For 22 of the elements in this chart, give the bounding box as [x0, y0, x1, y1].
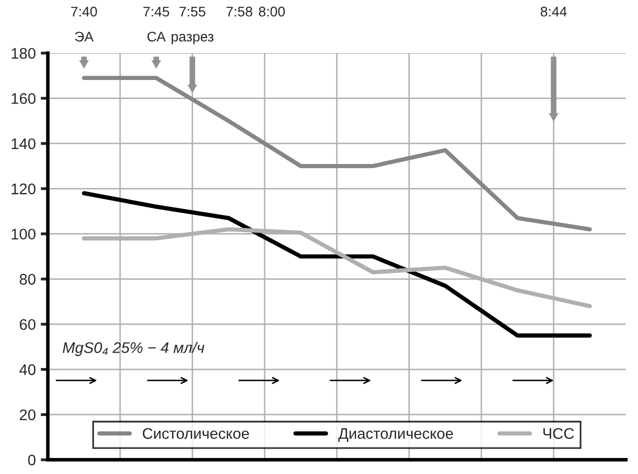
y-tick-label: 100 — [12, 228, 36, 240]
y-tick-label: 140 — [12, 138, 36, 150]
annotation: MgS0₄ 25% − 4 мл/ч — [62, 342, 204, 356]
y-tick-label: 180 — [12, 48, 36, 59]
y-tick-label: 80 — [20, 274, 36, 285]
text: 7:55 разрез — [172, 6, 214, 44]
y-tick-label: 120 — [12, 184, 36, 194]
legend-label: Систолическое — [142, 428, 249, 439]
y-tick-label: 60 — [20, 319, 36, 330]
legend-label: ЧСС — [543, 428, 574, 439]
line-series — [82, 76, 592, 232]
text: 8:44 — [540, 6, 567, 17]
y-tick-label: 0 — [28, 454, 36, 466]
y-tick-label: 20 — [20, 409, 36, 420]
text: 7:40 ЭА — [71, 6, 97, 42]
legend-label: Диастолическое — [338, 428, 453, 442]
line-series — [82, 191, 592, 338]
y-tick-label: 160 — [12, 93, 36, 104]
text: 8:00 — [258, 6, 285, 17]
y-tick-label: 40 — [19, 364, 36, 376]
text: 7:58 — [226, 6, 252, 17]
text: 7:45 СА — [143, 6, 170, 42]
